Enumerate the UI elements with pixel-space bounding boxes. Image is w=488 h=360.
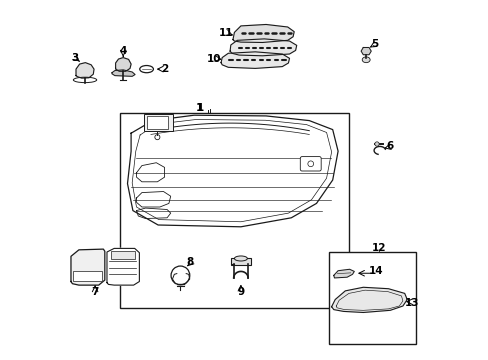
Text: 1: 1 xyxy=(196,103,203,113)
Bar xyxy=(73,271,102,281)
Text: 6: 6 xyxy=(386,141,393,151)
Polygon shape xyxy=(71,249,104,285)
Polygon shape xyxy=(221,52,289,68)
Text: 10: 10 xyxy=(206,54,221,64)
Polygon shape xyxy=(333,269,354,278)
Polygon shape xyxy=(331,287,407,312)
Text: 4: 4 xyxy=(119,46,126,56)
FancyBboxPatch shape xyxy=(300,157,321,171)
Polygon shape xyxy=(112,70,135,76)
Text: 9: 9 xyxy=(237,287,244,297)
Polygon shape xyxy=(361,48,370,55)
Text: 11: 11 xyxy=(218,28,233,38)
Polygon shape xyxy=(107,248,139,285)
Polygon shape xyxy=(76,63,94,78)
Text: 7: 7 xyxy=(91,287,99,297)
Text: 2: 2 xyxy=(161,64,168,74)
Polygon shape xyxy=(127,115,337,227)
Text: 12: 12 xyxy=(371,243,385,253)
Polygon shape xyxy=(230,39,296,56)
Bar xyxy=(120,113,348,308)
Circle shape xyxy=(374,142,378,146)
Ellipse shape xyxy=(234,256,247,261)
Bar xyxy=(110,251,135,259)
Bar xyxy=(146,116,168,129)
Text: 5: 5 xyxy=(370,39,378,49)
Bar xyxy=(328,252,415,344)
Text: 8: 8 xyxy=(186,257,194,267)
Ellipse shape xyxy=(362,57,369,63)
Text: 1: 1 xyxy=(197,103,204,113)
Bar xyxy=(143,114,172,131)
Text: 14: 14 xyxy=(368,266,383,276)
Polygon shape xyxy=(115,58,131,71)
Bar xyxy=(230,258,250,265)
Text: 3: 3 xyxy=(72,53,79,63)
Polygon shape xyxy=(232,24,294,42)
Text: 13: 13 xyxy=(404,298,419,308)
